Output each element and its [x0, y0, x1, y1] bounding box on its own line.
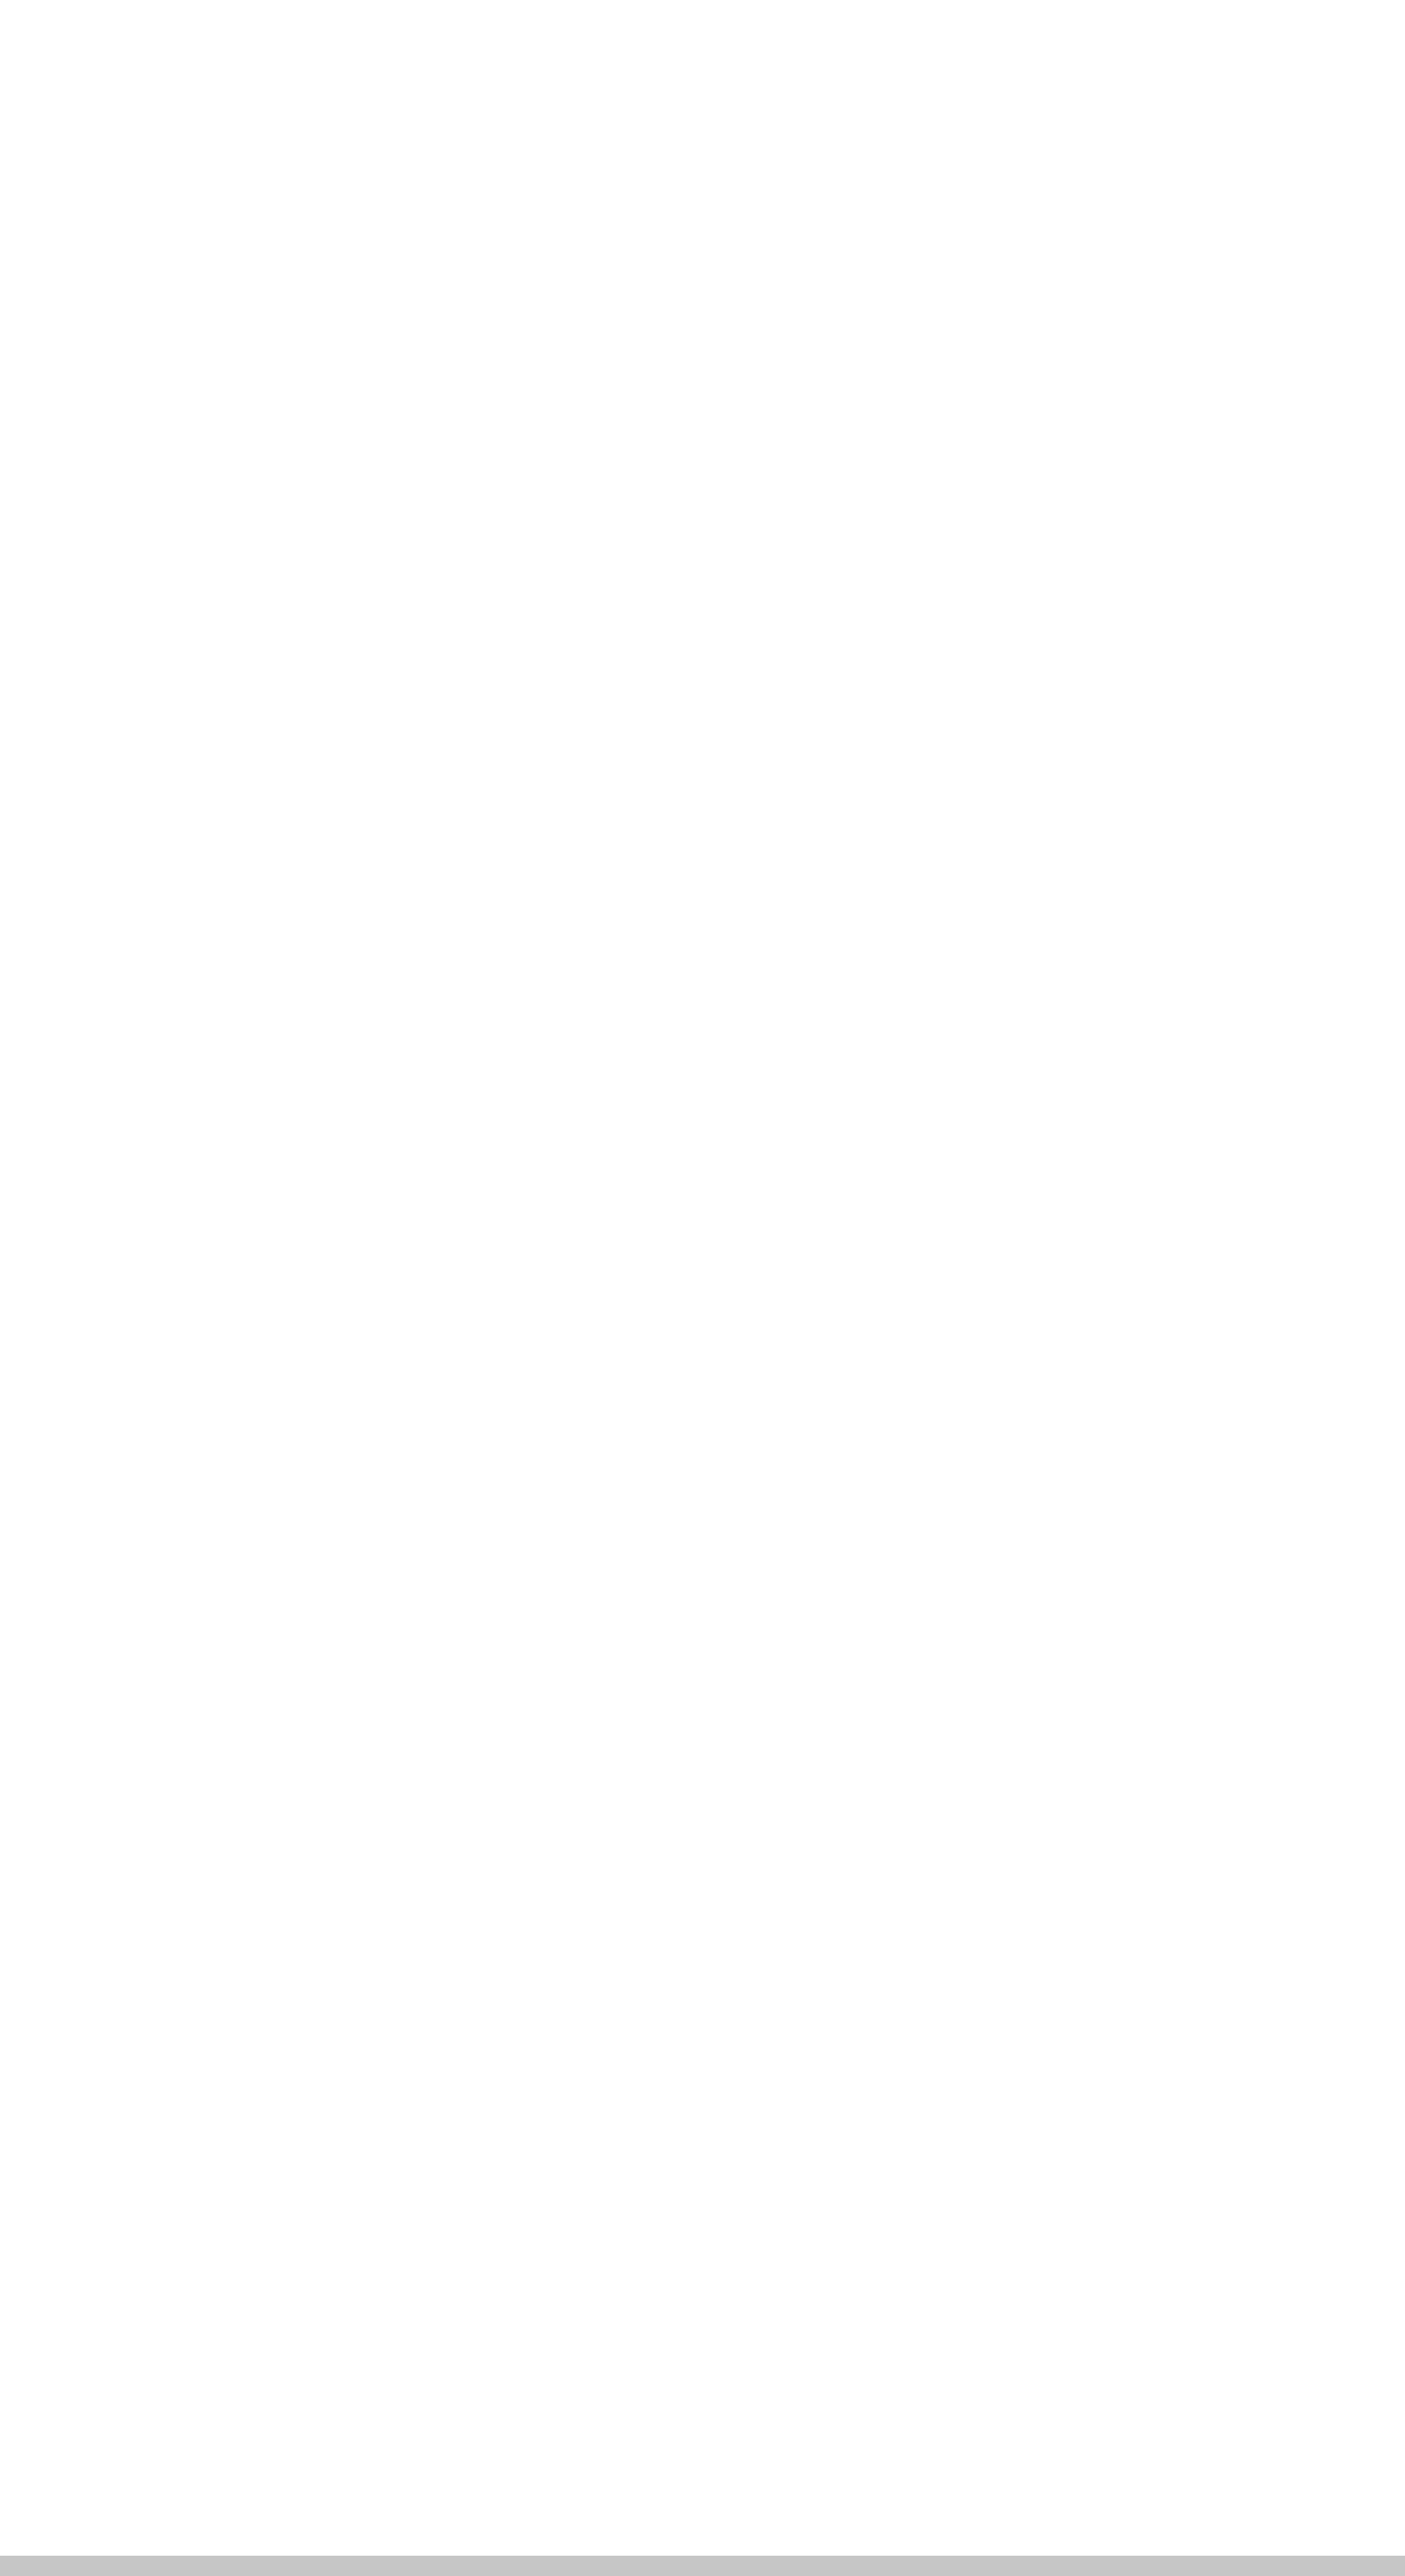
window-edge-strip: [0, 2556, 1405, 2576]
